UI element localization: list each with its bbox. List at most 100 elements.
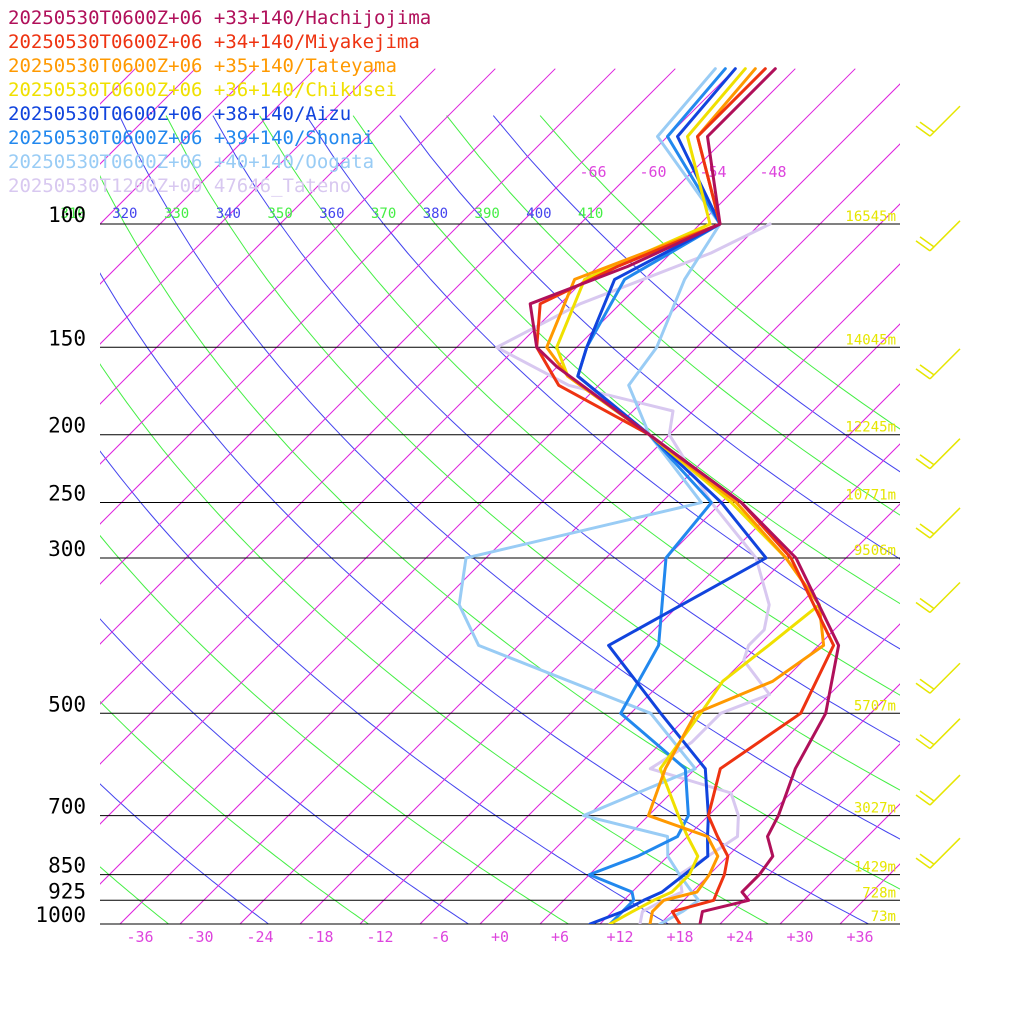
wind-barb bbox=[915, 774, 961, 806]
x-tick-label: +36 bbox=[846, 928, 873, 946]
isotherm bbox=[359, 383, 900, 924]
legend-entry: 20250530T0600Z+06 +38+140/Aizu bbox=[8, 103, 351, 125]
dry-adiabat bbox=[446, 115, 900, 516]
theta-label: 410 bbox=[578, 206, 603, 222]
legend-entry: 20250530T0600Z+06 +34+140/Miyakejima bbox=[8, 31, 420, 53]
x-tick-label: +6 bbox=[551, 928, 569, 946]
isotherm bbox=[100, 68, 616, 585]
sounding-line bbox=[576, 67, 768, 924]
height-label: 5707m bbox=[854, 698, 896, 714]
legend-entry: 20250530T0600Z+06 +40+140/Oogata bbox=[8, 151, 374, 173]
isotherm bbox=[100, 68, 736, 705]
isotherm bbox=[100, 68, 556, 525]
height-label: 14045m bbox=[845, 332, 896, 348]
sounding-line bbox=[555, 67, 821, 924]
dry-adiabat bbox=[492, 115, 900, 473]
x-tick-label: +30 bbox=[786, 928, 813, 946]
dry-adiabat bbox=[399, 115, 900, 560]
temperature-axis: -36 -30 -24 -18 -12 -6 +0 +6 +12 +18 +24 +30 +36 bbox=[126, 928, 873, 946]
dry-adiabat bbox=[100, 618, 469, 924]
sounding-line bbox=[535, 67, 836, 924]
pressure-label: 1000 bbox=[35, 903, 86, 927]
dry-adiabat bbox=[352, 115, 900, 605]
pressure-label: 100 bbox=[48, 203, 86, 227]
theta-labels: 310 320 330 340 350 360 370 380 390 400 410 bbox=[60, 206, 603, 222]
wind-barbs bbox=[915, 105, 961, 869]
theta-label: 350 bbox=[267, 206, 292, 222]
pressure-label: 250 bbox=[48, 482, 86, 506]
wind-barb bbox=[915, 105, 961, 137]
isotherm bbox=[659, 683, 900, 924]
pressure-label: 500 bbox=[48, 692, 86, 716]
theta-label: 330 bbox=[164, 206, 189, 222]
pressure-label: 700 bbox=[48, 795, 86, 819]
dry-adiabat bbox=[259, 115, 900, 696]
theta-label: 310 bbox=[60, 206, 85, 222]
isotherm bbox=[119, 143, 900, 924]
x-tick-label: +0 bbox=[491, 928, 509, 946]
theta-label: 360 bbox=[319, 206, 344, 222]
pressure-label: 150 bbox=[48, 326, 86, 350]
x-tick-label: +18 bbox=[666, 928, 693, 946]
x-tick-label: -12 bbox=[366, 928, 393, 946]
wind-barb bbox=[915, 507, 961, 539]
isotherm bbox=[719, 743, 900, 924]
wind-barb bbox=[915, 837, 961, 869]
x-tick-label: -24 bbox=[246, 928, 273, 946]
isotherm bbox=[100, 68, 676, 645]
top-temperature-label: -66 bbox=[579, 163, 606, 181]
legend-entry: 20250530T0600Z+06 +35+140/Tateyama bbox=[8, 55, 397, 77]
x-tick-label: -30 bbox=[186, 928, 213, 946]
height-label: 73m bbox=[871, 909, 896, 925]
legend-entry: 20250530T0600Z+06 +36+140/Chikusei bbox=[8, 79, 397, 101]
x-tick-label: -6 bbox=[431, 928, 449, 946]
theta-label: 390 bbox=[475, 206, 500, 222]
legend-entry: 20250530T0600Z+06 +33+140/Hachijojima bbox=[8, 7, 431, 29]
dry-adiabat bbox=[165, 115, 900, 791]
pressure-label: 850 bbox=[48, 854, 86, 878]
isotherm bbox=[179, 203, 900, 924]
isotherm bbox=[100, 68, 436, 405]
dry-adiabat bbox=[100, 700, 369, 924]
isotherm bbox=[419, 443, 900, 924]
pressure-label: 925 bbox=[48, 879, 86, 903]
dry-adiabat bbox=[305, 115, 900, 650]
dry-adiabat bbox=[100, 866, 169, 924]
wind-barb bbox=[915, 662, 961, 694]
height-label: 16545m bbox=[845, 209, 896, 225]
wind-barb bbox=[915, 348, 961, 380]
legend: 20250530T0600Z+06 +33+140/Hachijojima202… bbox=[8, 7, 431, 197]
dry-adiabat bbox=[118, 115, 900, 840]
height-label: 3027m bbox=[854, 801, 896, 817]
isotherm bbox=[479, 503, 900, 924]
sounding-line bbox=[576, 67, 727, 924]
isotherm bbox=[100, 68, 796, 765]
sounding-line bbox=[528, 67, 841, 924]
pressure-label: 300 bbox=[48, 537, 86, 561]
x-tick-label: +12 bbox=[606, 928, 633, 946]
x-tick-label: +24 bbox=[726, 928, 753, 946]
dry-adiabat bbox=[100, 783, 269, 924]
dry-adiabat bbox=[100, 534, 569, 924]
isotherm bbox=[899, 923, 900, 924]
isotherm bbox=[960, 69, 1024, 924]
legend-entry: 20250530T0600Z+06 +39+140/Shonai bbox=[8, 127, 374, 149]
sounding-profiles bbox=[457, 67, 841, 924]
isotherm bbox=[299, 323, 900, 924]
isotherm bbox=[100, 83, 900, 885]
isotherm bbox=[779, 803, 900, 924]
isotherm bbox=[100, 68, 376, 345]
x-tick-label: -18 bbox=[306, 928, 333, 946]
top-temperature-label: -60 bbox=[639, 163, 666, 181]
height-label: 9506m bbox=[854, 543, 896, 559]
theta-label: 400 bbox=[526, 206, 551, 222]
dry-adiabat bbox=[100, 175, 900, 890]
isotherm bbox=[539, 563, 900, 924]
isotherm bbox=[100, 68, 496, 465]
sounding-line bbox=[545, 67, 826, 924]
isotherm bbox=[239, 263, 900, 924]
isotherm bbox=[100, 68, 256, 225]
theta-label: 340 bbox=[216, 206, 241, 222]
